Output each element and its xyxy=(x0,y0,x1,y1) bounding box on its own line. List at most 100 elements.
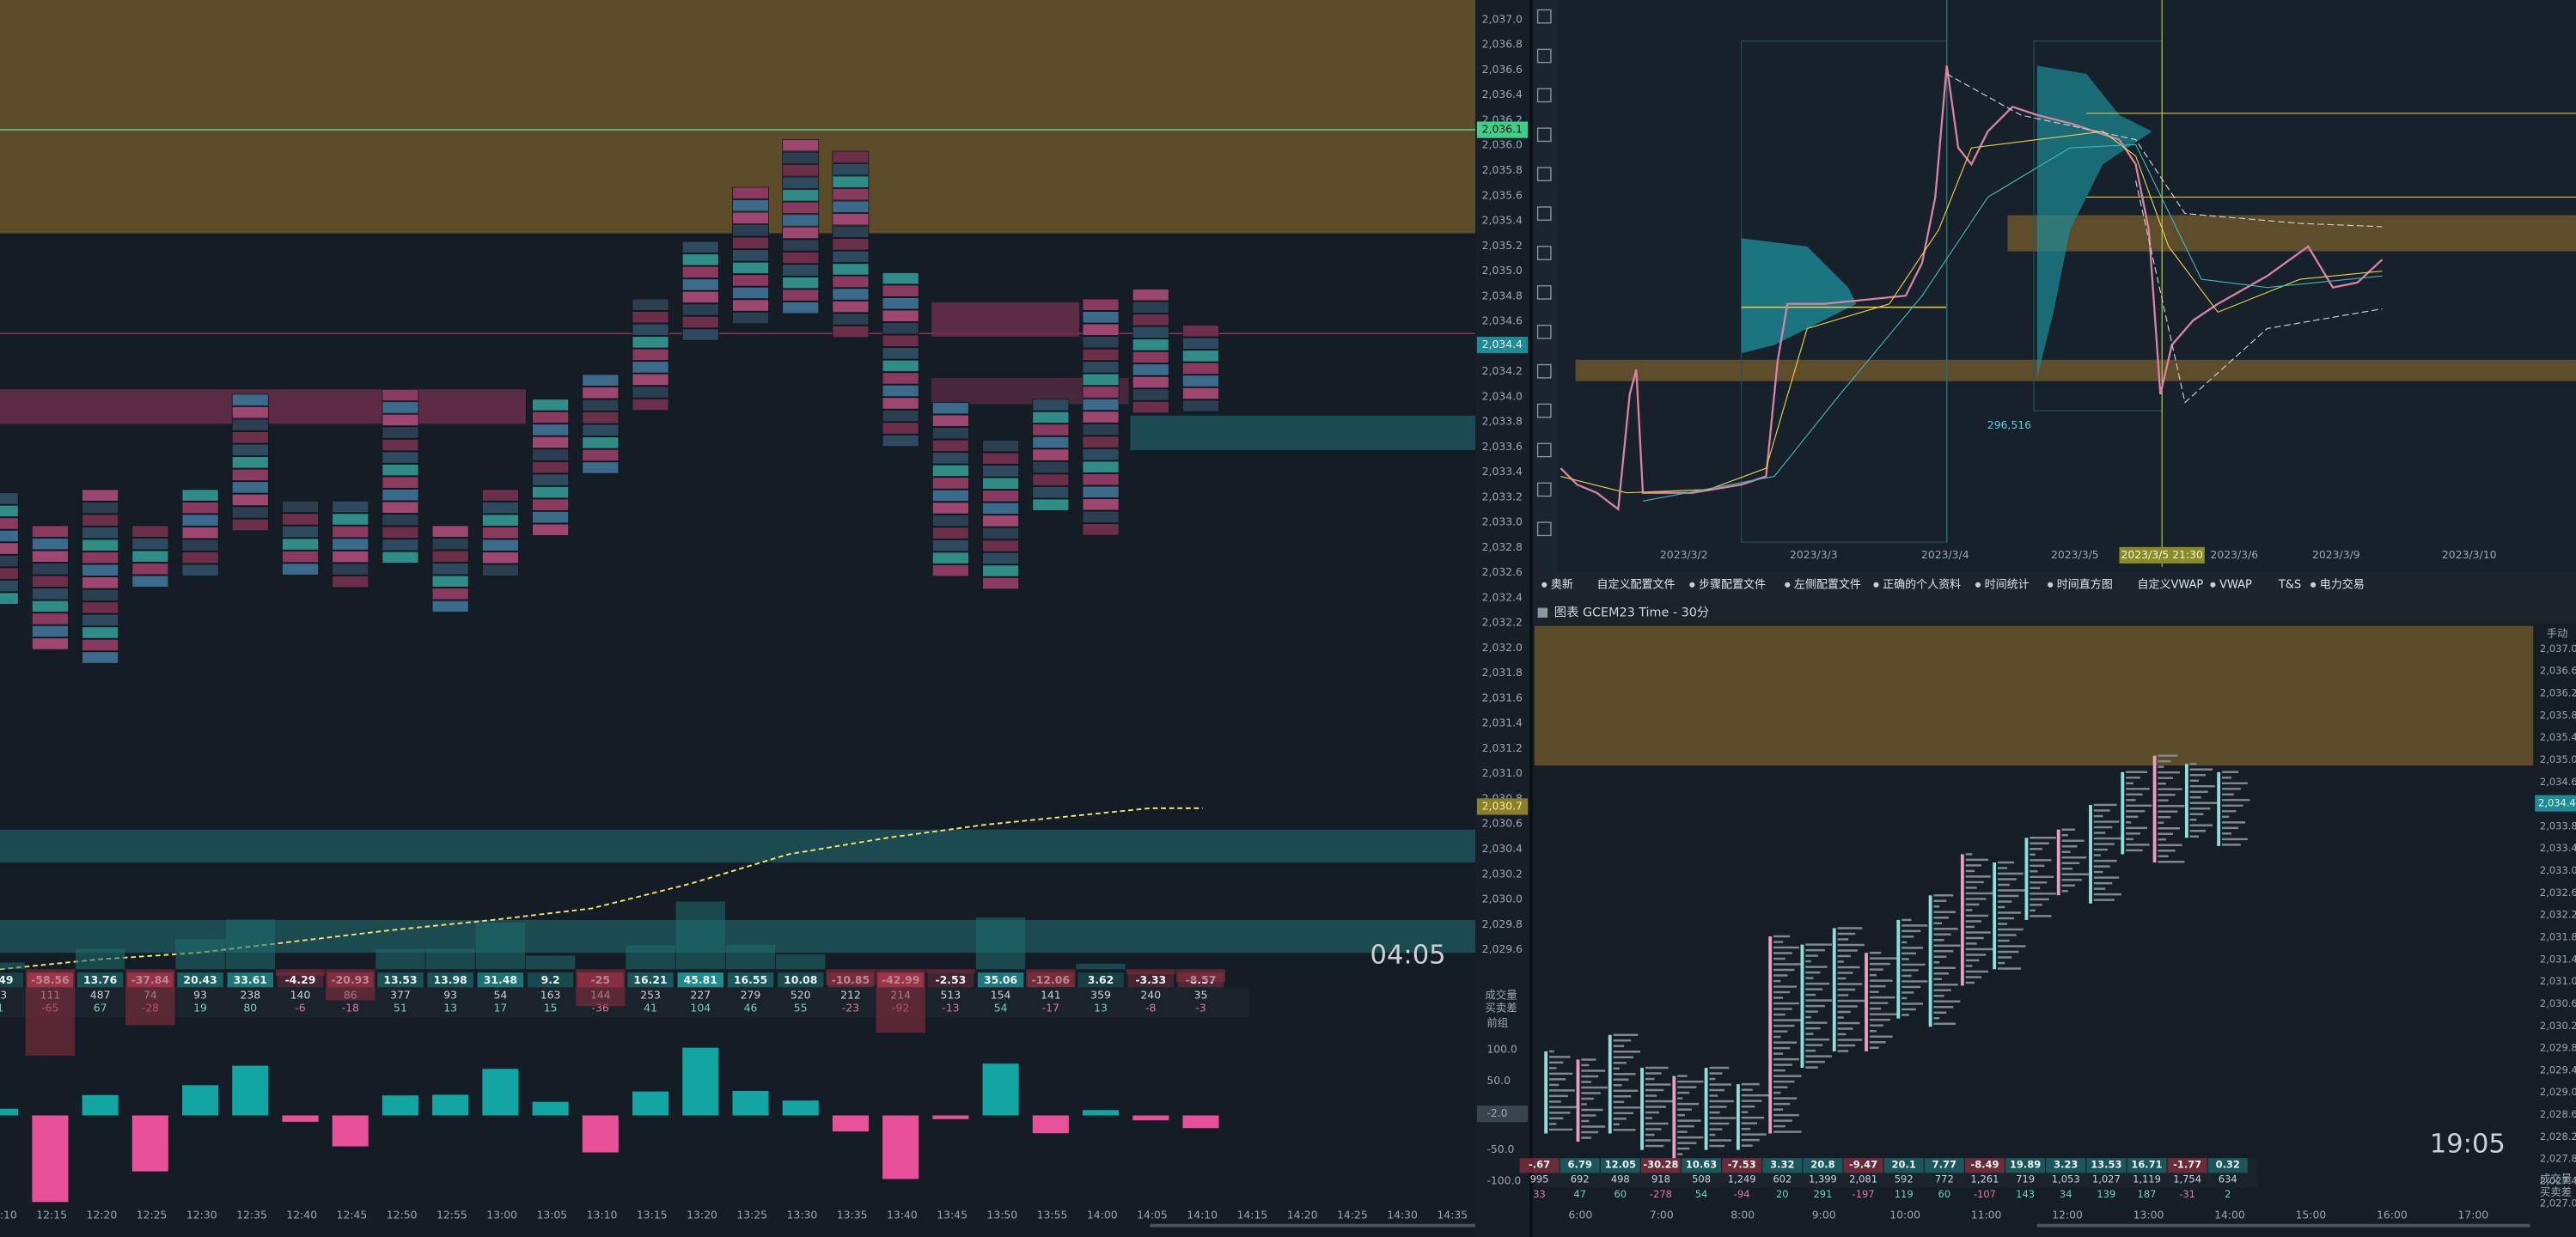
bar-body xyxy=(2121,771,2125,855)
toolbar-button[interactable]: 时间统计 xyxy=(1975,578,2030,591)
toolbar-button[interactable]: 自定义VWAP xyxy=(2137,578,2203,591)
toolbar-button[interactable]: 时间直方图 xyxy=(2048,577,2113,591)
delta-bar xyxy=(1132,1115,1169,1121)
delta2-value: 60 xyxy=(1614,1188,1627,1200)
volume-value: 772 xyxy=(1935,1173,1954,1185)
footprint-cell xyxy=(931,551,969,564)
footprint-cell xyxy=(832,288,870,301)
bar-body xyxy=(2056,829,2060,896)
toolbar-label[interactable]: 自定义配置文件 xyxy=(1596,578,1675,591)
toolbar-button[interactable]: T&S xyxy=(2278,578,2301,591)
tool-icon[interactable] xyxy=(1536,127,1552,143)
time-label: 12:15 xyxy=(36,1209,67,1222)
toolbar-label[interactable]: 时间统计 xyxy=(1985,578,2030,591)
footprint-cell xyxy=(1082,348,1120,361)
toolbar-label[interactable]: 正确的个人资料 xyxy=(1883,577,1961,591)
delta2-value: 46 xyxy=(744,1002,758,1015)
price-label: 2,035.8 xyxy=(1482,163,1523,176)
volume-value: 240 xyxy=(1140,988,1161,1001)
delta2-value: 54 xyxy=(1695,1188,1708,1200)
volume-value: 602 xyxy=(1773,1173,1792,1185)
tool-icon[interactable] xyxy=(1536,403,1552,418)
price-label: 2,031.0 xyxy=(1482,766,1523,779)
footprint-cell xyxy=(982,577,1020,590)
delta-value: 45.81 xyxy=(684,973,717,986)
footprint-cell xyxy=(1082,373,1120,387)
tool-icon[interactable] xyxy=(1536,167,1552,182)
volume-value: 212 xyxy=(840,988,861,1001)
footprint-cell xyxy=(82,527,119,539)
toolbar-button[interactable]: 奥新 xyxy=(1541,577,1573,591)
footprint-column xyxy=(931,402,969,577)
delta-value: 4.49 xyxy=(0,973,14,986)
footprint-cell xyxy=(382,551,419,564)
footprint-cell xyxy=(1182,387,1219,400)
tool-icon[interactable] xyxy=(1536,246,1552,260)
delta-value: 10.63 xyxy=(1686,1158,1717,1170)
tool-icon[interactable] xyxy=(1536,521,1552,537)
tool-icon[interactable] xyxy=(1536,442,1552,458)
toolbar-label[interactable]: T&S xyxy=(2278,578,2301,591)
footprint-cell xyxy=(882,297,919,310)
tool-icon[interactable] xyxy=(1536,48,1552,64)
price-label: 2,035.4 xyxy=(2540,731,2576,743)
price-label: 2,033.8 xyxy=(1482,415,1523,428)
bar-body xyxy=(1896,919,1901,1019)
delta-area xyxy=(275,969,326,976)
footprint-cell xyxy=(832,150,870,163)
delta-area xyxy=(1026,969,1076,988)
toolbar-label[interactable]: 奥新 xyxy=(1551,577,1573,591)
delta-cell xyxy=(477,972,524,988)
delta-area xyxy=(576,969,626,1007)
toolbar-button[interactable]: 左侧配置文件 xyxy=(1785,578,1861,591)
toolbar-button[interactable]: 电力交易 xyxy=(2310,577,2365,591)
tool-icon[interactable] xyxy=(1536,88,1552,103)
toolbar-label[interactable]: VWAP xyxy=(2219,578,2252,591)
title-bar xyxy=(1530,600,2576,625)
toolbar-bullet xyxy=(2310,582,2317,588)
footprint-cell xyxy=(782,176,820,189)
footprint-cell xyxy=(982,440,1020,453)
delta-cell xyxy=(0,972,23,988)
delta-cell xyxy=(76,972,124,988)
time-label: 12:30 xyxy=(186,1209,217,1222)
footprint-cell xyxy=(1082,336,1120,349)
tool-icon[interactable] xyxy=(1536,363,1552,379)
footprint-cell xyxy=(681,253,719,266)
toolbar-label[interactable]: 时间直方图 xyxy=(2057,577,2113,591)
toolbar-label[interactable]: 自定义VWAP xyxy=(2137,578,2203,591)
footprint-cell xyxy=(31,600,69,612)
footprint-cell xyxy=(982,551,1020,565)
volume-value: 719 xyxy=(2016,1173,2035,1185)
tool-icon[interactable] xyxy=(1536,206,1552,221)
toolbar-button[interactable]: 步骤配置文件 xyxy=(1689,578,1766,591)
footprint-cell xyxy=(732,299,769,312)
footprint-cell xyxy=(882,409,919,423)
delta-cell xyxy=(2127,1158,2167,1173)
toolbar-button[interactable]: 正确的个人资料 xyxy=(1873,577,1961,591)
toolbar-label[interactable]: 左侧配置文件 xyxy=(1794,578,1861,591)
toolbar-button[interactable]: VWAP xyxy=(2210,578,2252,591)
footprint-cell xyxy=(882,384,919,398)
toolbar-button[interactable]: 自定义配置文件 xyxy=(1596,578,1675,591)
mode-label: 手动 xyxy=(2547,627,2568,640)
footprint-column xyxy=(82,489,119,664)
tool-icon[interactable] xyxy=(1536,285,1552,300)
toolbar-label[interactable]: 步骤配置文件 xyxy=(1699,578,1766,591)
toolbar-label[interactable]: 电力交易 xyxy=(2320,577,2365,591)
footprint-cell xyxy=(832,300,870,314)
title-icon xyxy=(1537,607,1548,618)
price-label: 2,035.0 xyxy=(2540,753,2576,765)
footprint-cell xyxy=(0,492,19,505)
tool-icon[interactable] xyxy=(1536,324,1552,339)
tool-icon[interactable] xyxy=(1536,482,1552,497)
footprint-cell xyxy=(31,525,69,538)
footprint-cell xyxy=(582,436,620,449)
footprint-cell xyxy=(582,448,620,461)
footprint-column xyxy=(481,489,519,576)
tool-icon[interactable] xyxy=(1536,9,1552,24)
footprint-cell xyxy=(231,518,269,532)
bar-body xyxy=(1832,928,1836,1051)
footprint-cell xyxy=(1082,436,1120,448)
footprint-cell xyxy=(632,323,669,336)
